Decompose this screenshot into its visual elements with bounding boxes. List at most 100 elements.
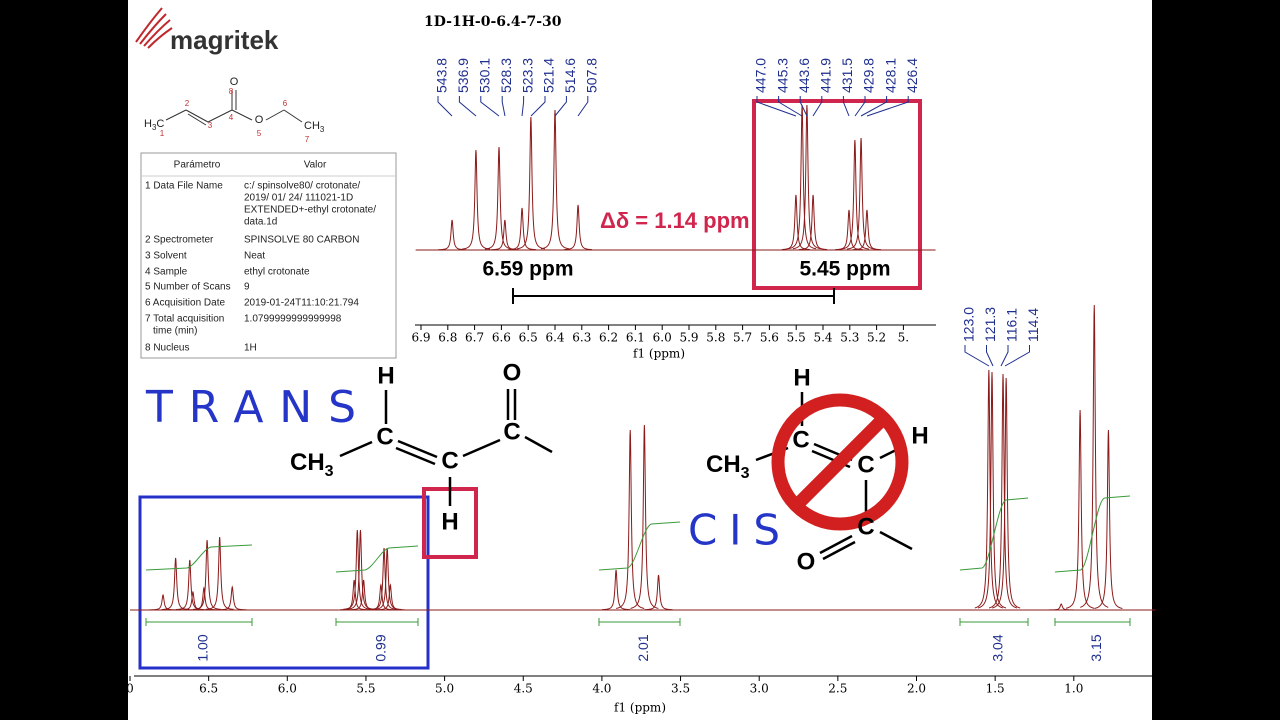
- peak: [484, 146, 514, 250]
- peak-label: 445.3: [774, 58, 790, 93]
- peak-label: 443.6: [796, 58, 812, 93]
- atom: C: [503, 418, 520, 445]
- leader-line: [812, 96, 823, 117]
- integral-curve: [959, 497, 1029, 571]
- peak-label: 441.9: [818, 58, 834, 93]
- leader-line: [756, 96, 797, 117]
- atom: H: [793, 364, 810, 391]
- x-tick-label: 3.0: [750, 682, 769, 696]
- leader-line: [554, 96, 567, 117]
- leader-line: [577, 96, 589, 117]
- logo-mark: [135, 7, 173, 49]
- integral-label: 3.04: [990, 634, 1006, 661]
- peak: [992, 377, 1021, 609]
- peak-label: 123.0: [961, 307, 977, 342]
- x-tick-label: 6.0: [278, 682, 297, 696]
- peak-label: 121.3: [982, 307, 998, 342]
- x-tick-label: 4.5: [514, 682, 533, 696]
- peak-label: 428.1: [882, 58, 898, 93]
- table-value: EXTENDED+-ethyl crotonate/: [244, 205, 376, 216]
- x-tick-label: 6.5: [199, 682, 218, 696]
- table-param: 3 Solvent: [145, 251, 187, 262]
- peak: [218, 585, 247, 611]
- leader-line: [521, 96, 525, 117]
- table-value: data.1d: [244, 217, 277, 228]
- peak: [974, 369, 1004, 609]
- x-tick-label: 5.5: [787, 331, 806, 345]
- atom-number: 4: [229, 113, 234, 122]
- peak: [490, 219, 519, 251]
- leader-line: [530, 96, 546, 117]
- atom-sub: 3: [741, 465, 750, 482]
- table-param: 7 Total acquisition: [145, 314, 224, 325]
- integral-curve: [145, 544, 253, 571]
- peak: [461, 149, 491, 250]
- leader-line: [854, 96, 866, 117]
- small-sub: 3: [152, 123, 157, 132]
- integral-label: 3.15: [1088, 634, 1104, 661]
- peak: [792, 104, 821, 250]
- table-param: 1 Data File Name: [145, 181, 223, 192]
- atom: O: [797, 548, 816, 575]
- peak-label: 116.1: [1004, 308, 1020, 342]
- peak-label: 447.0: [753, 58, 769, 93]
- table-value: 9: [244, 282, 250, 293]
- table-param: time (min): [153, 326, 197, 337]
- table-param: 8 Nucleus: [145, 343, 189, 354]
- peak-label: 114.4: [1025, 308, 1041, 342]
- trans-bonds: [339, 389, 553, 506]
- x-tick-label: 5.5: [356, 682, 375, 696]
- peak-label: 543.8: [434, 58, 450, 93]
- table-header: Valor: [304, 160, 327, 171]
- x-tick-label: 6.6: [492, 331, 511, 345]
- x-tick-label: 5.0: [435, 682, 454, 696]
- small-label: O: [255, 114, 264, 126]
- peak: [630, 424, 659, 609]
- small-part: H: [144, 118, 152, 130]
- leader-line: [458, 96, 477, 117]
- atom-sub: 3: [325, 463, 334, 480]
- small-part: C: [156, 118, 164, 130]
- leader-line: [1000, 345, 1009, 367]
- cis-label: CIS: [688, 506, 780, 555]
- x-tick-label: 5.6: [760, 331, 779, 345]
- atom-part: CH: [706, 451, 741, 478]
- peak: [799, 194, 828, 251]
- peak: [205, 536, 234, 610]
- x-tick-label: 5.: [898, 331, 909, 345]
- no-sign-slash: [791, 413, 889, 511]
- peak: [508, 207, 537, 251]
- integral-bracket: [1054, 618, 1131, 626]
- atom: CH3: [706, 451, 750, 482]
- shift-label: 6.59 ppm: [482, 258, 573, 281]
- peak-label: 523.3: [519, 58, 535, 93]
- x-tick-label: 6.8: [438, 331, 457, 345]
- x-tick-label: 1.5: [986, 682, 1005, 696]
- main-x-label: f1 (ppm): [614, 701, 666, 715]
- leader-line: [501, 96, 506, 117]
- peak: [540, 109, 570, 250]
- peak: [161, 557, 190, 611]
- leader-line: [480, 96, 500, 117]
- table-value: 1.0799999999999998: [244, 314, 342, 325]
- atom: C: [857, 451, 874, 478]
- peak: [516, 116, 545, 250]
- peak: [149, 593, 178, 611]
- peak: [178, 590, 207, 611]
- peak-label: 514.6: [562, 58, 578, 93]
- x-tick-label: 6.9: [411, 331, 430, 345]
- peak: [564, 204, 593, 251]
- leader-line: [778, 96, 803, 117]
- table-param: 6 Acquisition Date: [145, 298, 225, 309]
- table-param: 4 Sample: [145, 267, 188, 278]
- peak: [376, 583, 405, 611]
- leader-line: [1004, 345, 1030, 367]
- x-tick-label: 6.0: [653, 331, 672, 345]
- leader-line: [799, 96, 808, 117]
- x-tick-label: 5.9: [679, 331, 698, 345]
- shift-label: 5.45 ppm: [799, 258, 890, 281]
- atom: CH3: [290, 449, 334, 480]
- x-tick-label: 6.3: [572, 331, 591, 345]
- x-tick-label: 6.7: [465, 331, 484, 345]
- x-tick-label: 5.4: [813, 331, 832, 345]
